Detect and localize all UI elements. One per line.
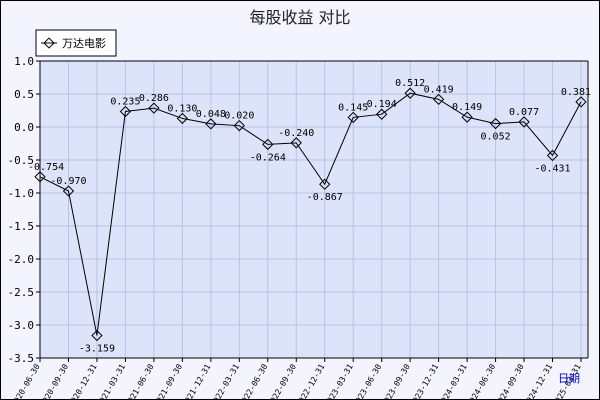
data-label: 0.145: [338, 102, 368, 113]
data-point-marker: [546, 149, 559, 162]
data-label: 0.052: [481, 132, 511, 143]
data-label: 0.020: [224, 111, 254, 122]
x-tick-label: 2020-06-30: [10, 362, 42, 400]
x-tick-label: 2021-12-31: [181, 362, 213, 400]
y-tick-label: 0.0: [14, 121, 34, 134]
y-tick-label: -1.5: [8, 220, 35, 233]
data-point-marker: [91, 329, 103, 342]
x-tick-label: 2023-12-31: [408, 362, 440, 400]
y-tick-label: -2.0: [8, 253, 35, 266]
x-tick-label: 2022-03-31: [209, 362, 241, 400]
x-tick-label: 2021-03-31: [95, 362, 127, 400]
y-tick-label: -3.5: [8, 352, 35, 365]
y-tick-label: -0.5: [8, 154, 35, 167]
data-label: 0.077: [509, 107, 539, 118]
data-point-marker: [233, 120, 245, 132]
x-tick-label: 2022-12-31: [295, 362, 327, 400]
data-label: 0.512: [395, 78, 425, 89]
chart-title: 每股收益 对比: [249, 8, 351, 27]
data-label: 0.419: [424, 84, 454, 95]
data-label: 0.130: [167, 103, 197, 114]
data-label: -0.264: [250, 152, 286, 163]
data-label: -3.159: [79, 343, 115, 354]
legend-series-name: 万达电影: [62, 37, 106, 50]
data-label: -0.240: [278, 128, 314, 139]
legend: 万达电影: [35, 29, 117, 57]
data-label: -0.867: [307, 192, 343, 203]
y-tick-label: 1.0: [14, 55, 34, 68]
data-point-marker: [575, 96, 587, 108]
x-axis-label: 日期: [558, 372, 580, 385]
y-axis-ticks: 1.0 0.5 0.0 -0.5 -1.0 -1.5 -2.0 -2.5 -3.0 -3.5: [8, 55, 40, 365]
data-label: 0.048: [196, 109, 226, 120]
data-label: 0.235: [110, 96, 140, 107]
x-tick-label: 2020-12-31: [67, 362, 99, 400]
data-point-marker: [34, 171, 46, 183]
data-point-marker: [432, 93, 445, 106]
legend-diamond-marker-icon: [43, 37, 55, 49]
x-tick-label: 2022-09-30: [266, 362, 298, 400]
series-group: [34, 87, 587, 342]
data-point-marker: [489, 117, 502, 130]
axes: [39, 60, 589, 359]
data-point-marker: [290, 137, 302, 149]
data-point-marker: [518, 116, 530, 128]
x-tick-label: 2024-09-30: [494, 362, 526, 400]
x-tick-label: 2024-06-30: [465, 362, 497, 400]
data-labels-group: -0.754-0.970-3.1590.2350.2860.1300.0480.…: [28, 78, 591, 354]
y-tick-label: -3.0: [8, 319, 35, 332]
data-label: 0.149: [452, 102, 482, 113]
x-tick-label: 2020-09-30: [38, 362, 70, 400]
x-tick-label: 2023-06-30: [352, 362, 384, 400]
x-tick-label: 2022-06-30: [238, 362, 270, 400]
x-tick-label: 2021-09-30: [152, 362, 184, 400]
x-tick-label: 2023-09-30: [380, 362, 412, 400]
data-label: -0.754: [28, 162, 64, 173]
data-point-marker: [319, 178, 331, 190]
x-tick-label: 2024-12-31: [522, 362, 554, 400]
data-label: -0.431: [534, 163, 570, 174]
data-point-marker: [376, 108, 388, 120]
data-label: 0.194: [367, 99, 397, 110]
data-label: 0.381: [561, 87, 591, 98]
x-tick-label: 2023-03-31: [323, 362, 355, 400]
data-point-marker: [119, 105, 132, 118]
x-tick-label: 2024-03-31: [437, 362, 469, 400]
data-point-marker: [62, 185, 75, 197]
data-label: 0.286: [139, 93, 169, 104]
data-point-marker: [176, 112, 189, 125]
data-point-marker: [148, 102, 160, 114]
y-tick-label: -2.5: [8, 286, 35, 299]
y-tick-label: 0.5: [14, 88, 34, 101]
grid-lines: [39, 60, 588, 359]
y-tick-label: -1.0: [8, 187, 35, 200]
x-axis-ticks: 2020-06-302020-09-302020-12-312021-03-31…: [10, 358, 583, 400]
data-label: -0.970: [50, 176, 86, 187]
data-point-marker: [461, 111, 473, 123]
data-point-marker: [205, 118, 217, 130]
data-point-marker: [347, 111, 359, 124]
data-point-marker: [404, 87, 416, 99]
x-tick-label: 2021-06-30: [124, 362, 156, 400]
data-point-marker: [262, 138, 274, 151]
